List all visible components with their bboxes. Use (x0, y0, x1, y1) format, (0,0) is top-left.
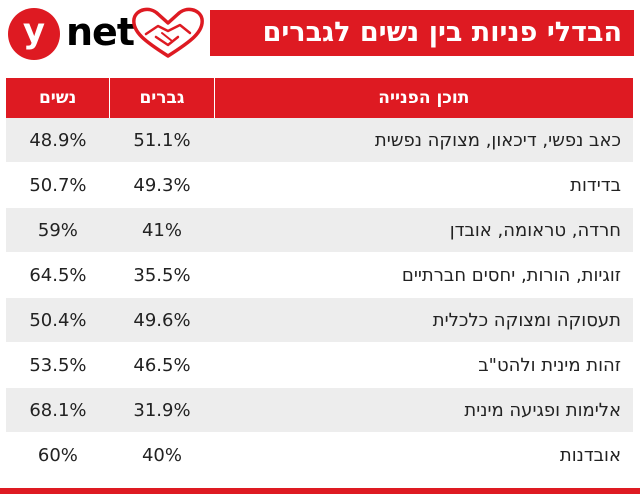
table-row: זוגיות, הורות, יחסים חברתיים 35.5% 64.5% (6, 252, 633, 298)
men-cell: 46.5% (109, 342, 215, 388)
ynet-logo: y net (8, 6, 138, 62)
logo-mark: y (8, 8, 60, 60)
table-header-row: תוכן הפנייה גברים נשים (6, 78, 633, 118)
women-cell: 68.1% (6, 387, 110, 433)
topic-cell: תעסוקה ומצוקה כלכלית (214, 297, 633, 343)
appeals-table: תוכן הפנייה גברים נשים כאב נפשי, דיכאון,… (6, 78, 633, 478)
men-cell: 41% (109, 207, 215, 253)
logo-wordmark: net (66, 10, 135, 54)
topic-cell: זוגיות, הורות, יחסים חברתיים (214, 252, 633, 298)
header-women: נשים (6, 78, 110, 118)
men-cell: 49.6% (109, 297, 215, 343)
topic-cell: אובדנות (214, 432, 633, 478)
women-cell: 64.5% (6, 252, 110, 298)
table-row: תעסוקה ומצוקה כלכלית 49.6% 50.4% (6, 297, 633, 343)
women-cell: 59% (6, 207, 110, 253)
bottom-accent-line (0, 488, 640, 494)
page-title: הבדלי פניות בין נשים לגברים (210, 10, 634, 56)
men-cell: 49.3% (109, 162, 215, 208)
women-cell: 53.5% (6, 342, 110, 388)
table-row: בדידות 49.3% 50.7% (6, 162, 633, 208)
table-row: חרדה, טראומה, אובדן 41% 59% (6, 207, 633, 253)
women-cell: 50.7% (6, 162, 110, 208)
men-cell: 35.5% (109, 252, 215, 298)
header-topic: תוכן הפנייה (213, 78, 633, 118)
men-cell: 31.9% (109, 387, 215, 433)
header: y net הבדלי פניות בין נשים לגברים (0, 0, 640, 68)
header-men: גברים (109, 78, 215, 118)
topic-cell: חרדה, טראומה, אובדן (214, 207, 633, 253)
women-cell: 48.9% (6, 118, 110, 163)
men-cell: 40% (109, 432, 215, 478)
table-row: זהות מינית ולהט"ב 46.5% 53.5% (6, 342, 633, 388)
topic-cell: בדידות (214, 162, 633, 208)
table-row: כאב נפשי, דיכאון, מצוקה נפשית 51.1% 48.9… (6, 118, 633, 163)
topic-cell: אלימות ופגיעה מינית (214, 387, 633, 433)
topic-cell: זהות מינית ולהט"ב (214, 342, 633, 388)
women-cell: 60% (6, 432, 110, 478)
table-row: אובדנות 40% 60% (6, 432, 633, 478)
hearts-handshake-icon (132, 7, 204, 58)
men-cell: 51.1% (109, 118, 215, 163)
women-cell: 50.4% (6, 297, 110, 343)
table-row: אלימות ופגיעה מינית 31.9% 68.1% (6, 387, 633, 433)
topic-cell: כאב נפשי, דיכאון, מצוקה נפשית (214, 118, 633, 163)
